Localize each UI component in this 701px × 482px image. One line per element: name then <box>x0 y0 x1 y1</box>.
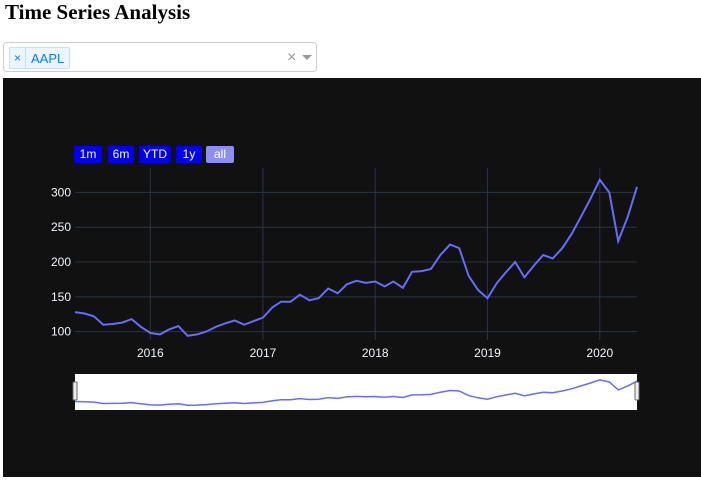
range-slider-left-handle[interactable] <box>72 381 78 401</box>
range-button-ytd[interactable]: YTD <box>139 146 171 163</box>
range-button-all[interactable]: all <box>206 146 234 163</box>
x-tick-label: 2020 <box>586 346 613 360</box>
x-tick-label: 2018 <box>362 346 389 360</box>
remove-tag-icon[interactable]: × <box>10 48 26 68</box>
y-tick-label: 300 <box>51 185 71 199</box>
clear-selection-icon[interactable]: × <box>287 49 297 66</box>
ticker-tag-label: AAPL <box>31 50 65 66</box>
ticker-multi-select[interactable]: × AAPL × <box>3 42 317 72</box>
range-button-1y[interactable]: 1y <box>176 146 202 163</box>
chevron-down-icon[interactable] <box>302 55 312 60</box>
range-button-6m[interactable]: 6m <box>108 146 134 163</box>
y-tick-label: 200 <box>51 255 71 269</box>
y-tick-label: 150 <box>51 290 71 304</box>
y-axis-ticks: 100 150 200 250 300 <box>51 185 71 338</box>
page-title: Time Series Analysis <box>5 0 191 24</box>
x-tick-label: 2017 <box>250 346 277 360</box>
price-series <box>74 177 638 337</box>
y-tick-label: 100 <box>51 325 71 339</box>
x-tick-label: 2016 <box>137 346 164 360</box>
time-series-chart[interactable]: 1m 6m YTD 1y all 100 150 200 250 300 2016 201… <box>3 78 701 477</box>
range-button-1m[interactable]: 1m <box>74 146 102 163</box>
selected-ticker-tag: × AAPL <box>9 47 71 69</box>
range-slider <box>72 374 640 410</box>
x-axis-ticks: 2016 2017 2018 2019 2020 <box>137 346 613 360</box>
range-slider-preview-line <box>74 379 638 407</box>
range-slider-right-handle[interactable] <box>634 381 640 401</box>
y-tick-label: 250 <box>51 220 71 234</box>
x-tick-label: 2019 <box>474 346 501 360</box>
price-line <box>74 177 638 337</box>
grid-lines <box>75 168 637 340</box>
chart-canvas: 100 150 200 250 300 2016 2017 2018 2019 2020 <box>51 168 640 410</box>
